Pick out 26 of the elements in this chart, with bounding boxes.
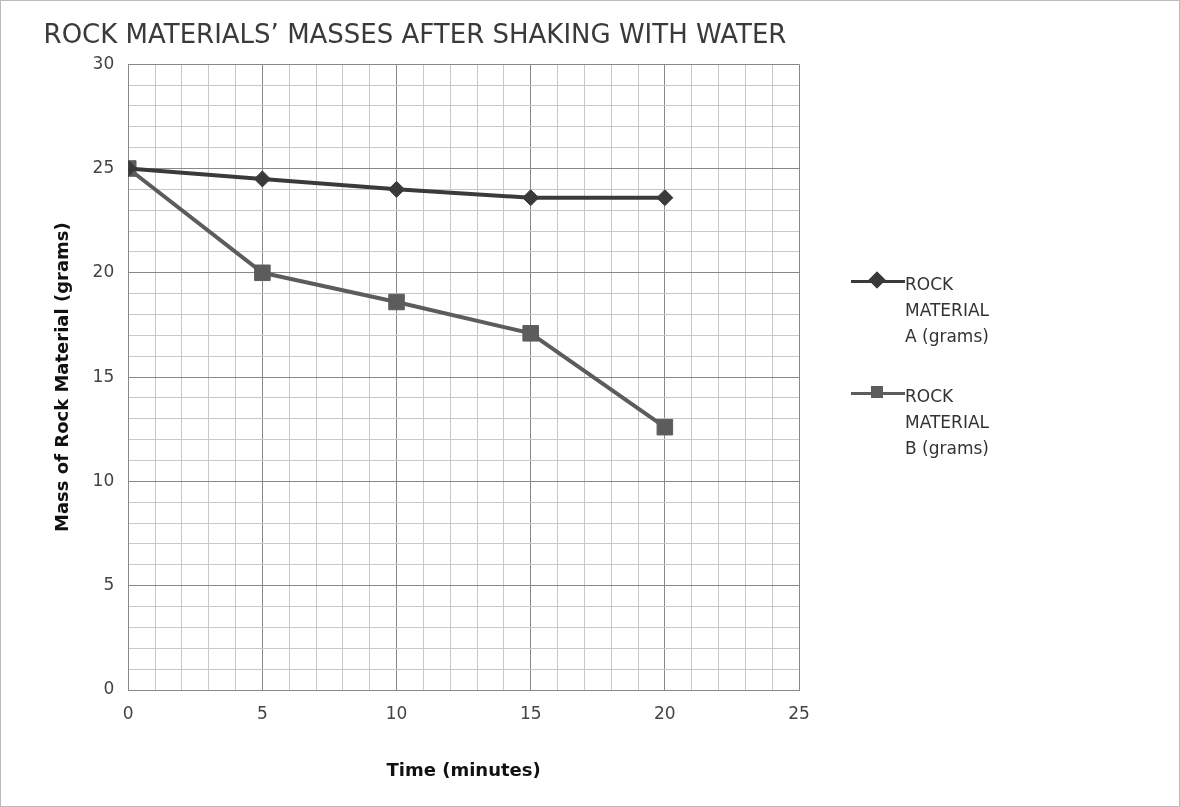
point	[253, 170, 271, 188]
x-tick-label: 0	[122, 702, 134, 723]
point	[656, 189, 674, 207]
x-axis-title: Time (minutes)	[386, 758, 541, 780]
x-tick-label: 20	[654, 702, 676, 723]
point	[388, 180, 406, 198]
y-tick-label: 10	[92, 469, 115, 490]
y-tick-label: 0	[103, 678, 115, 699]
y-tick-label: 30	[92, 52, 115, 73]
legend-label: ROCK MATERIAL A (grams)	[905, 273, 990, 348]
y-tick-label: 25	[92, 156, 115, 177]
y-tick-label: 20	[92, 261, 115, 282]
point	[522, 325, 539, 342]
x-tick-label: 15	[519, 702, 542, 723]
point	[254, 264, 271, 282]
legend-label: ROCK MATERIAL B (grams)	[905, 385, 990, 460]
x-tick-label: 5	[256, 702, 268, 723]
point	[388, 293, 405, 311]
x-tick-label: 25	[788, 702, 810, 723]
point	[522, 189, 540, 207]
chart-title: ROCK MATERIALS’ MASSES AFTER SHAKING WITH WATER	[43, 19, 787, 50]
point	[656, 418, 674, 436]
y-tick-label: 15	[92, 365, 115, 386]
y-axis-title: Mass of Rock Material (grams)	[51, 222, 73, 532]
y-tick-label: 5	[103, 574, 115, 595]
x-tick-label: 10	[385, 702, 408, 723]
